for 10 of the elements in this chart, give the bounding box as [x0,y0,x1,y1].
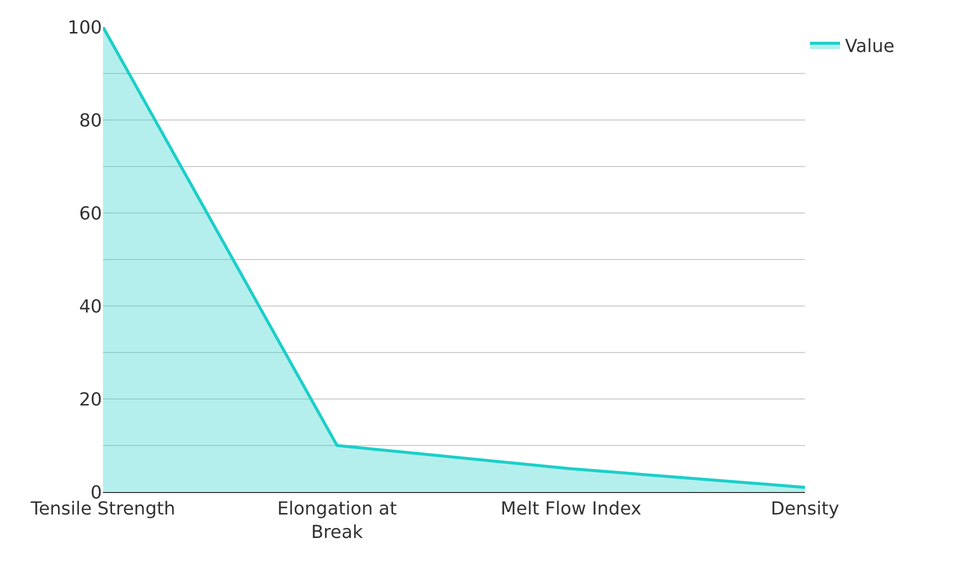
x-tick-label: Elongation at Break [277,498,397,543]
x-tick-label: Melt Flow Index [500,498,642,520]
y-tick-label: 40 [79,296,102,318]
y-tick-label: 100 [68,17,102,38]
y-tick-label: 20 [79,389,102,410]
y-tick-label: 80 [79,110,102,132]
x-tick-label: Density [770,498,840,520]
x-tick-label: Tensile Strength [30,498,176,520]
y-tick-label: 60 [79,203,102,224]
legend-label: Value [845,36,894,58]
